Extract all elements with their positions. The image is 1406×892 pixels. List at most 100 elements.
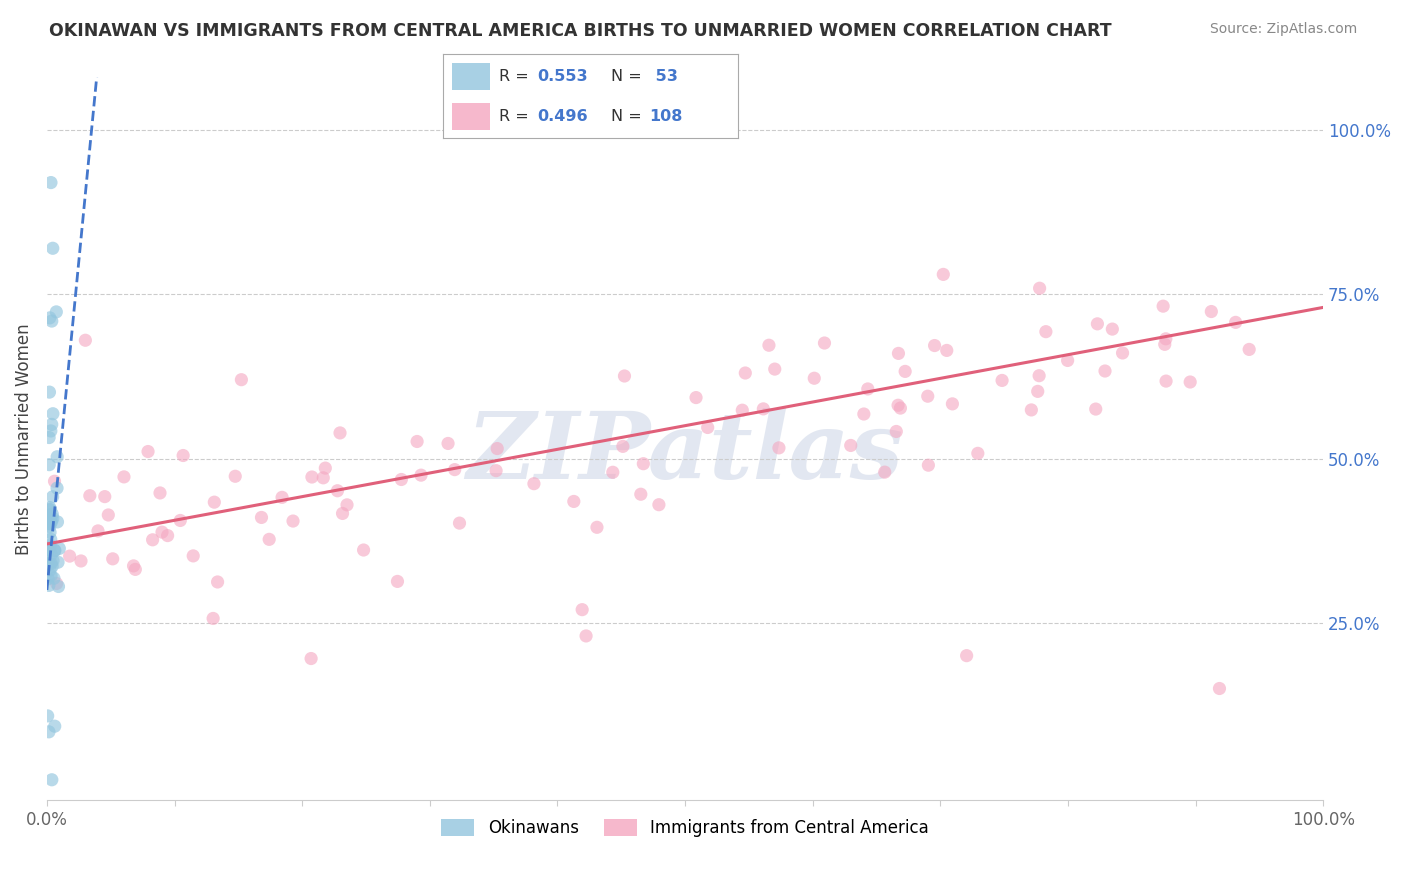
Point [1152, 299, 1174, 313]
Point [112, 470, 135, 484]
Point [281, 514, 304, 528]
Point [884, 425, 907, 439]
Point [633, 457, 655, 471]
Point [41, 559, 63, 574]
Text: R =: R = [499, 69, 534, 84]
Point [41, 772, 63, 787]
Point [44, 475, 66, 489]
Point [485, 464, 508, 478]
Point [42, 241, 65, 255]
Bar [451, 62, 491, 90]
Point [38, 516, 60, 531]
Point [172, 449, 194, 463]
Point [612, 439, 634, 453]
Point [648, 498, 671, 512]
Text: 53: 53 [650, 69, 678, 84]
Point [1237, 343, 1260, 357]
Point [39, 563, 62, 577]
Point [630, 487, 652, 501]
Point [1035, 325, 1057, 339]
Point [38, 519, 60, 533]
Point [42, 553, 65, 567]
Point [486, 442, 509, 456]
Point [38, 724, 60, 739]
Point [41, 417, 63, 432]
Point [571, 602, 593, 616]
Point [37, 544, 59, 558]
Point [1056, 353, 1078, 368]
Point [271, 491, 294, 505]
Point [202, 611, 225, 625]
Point [449, 516, 471, 530]
Point [956, 648, 979, 663]
Point [312, 471, 335, 485]
Point [523, 476, 546, 491]
Point [44, 543, 66, 558]
Point [142, 533, 165, 547]
Text: N =: N = [612, 109, 647, 124]
Point [48, 541, 70, 556]
Point [46, 555, 69, 569]
Point [169, 513, 191, 527]
Point [731, 403, 754, 417]
Point [443, 462, 465, 476]
Text: Source: ZipAtlas.com: Source: ZipAtlas.com [1209, 22, 1357, 37]
Point [917, 458, 939, 473]
Point [1225, 315, 1247, 329]
Point [1028, 281, 1050, 295]
Point [79, 489, 101, 503]
Point [202, 495, 225, 509]
Point [1087, 317, 1109, 331]
Point [336, 498, 359, 512]
Point [329, 425, 352, 440]
Point [917, 389, 939, 403]
Point [1153, 337, 1175, 351]
Point [752, 401, 775, 416]
Point [38, 516, 60, 531]
Point [839, 438, 862, 452]
Point [37, 709, 59, 723]
Point [966, 446, 988, 460]
Y-axis label: Births to Unmarried Women: Births to Unmarried Women [15, 323, 32, 555]
Point [586, 520, 609, 534]
Point [685, 391, 707, 405]
Point [1101, 322, 1123, 336]
Point [97, 508, 120, 522]
Point [37, 510, 59, 524]
Text: OKINAWAN VS IMMIGRANTS FROM CENTRAL AMERICA BIRTHS TO UNMARRIED WOMEN CORRELATIO: OKINAWAN VS IMMIGRANTS FROM CENTRAL AMER… [49, 22, 1112, 40]
Point [37, 572, 59, 586]
Point [38, 502, 60, 516]
Point [889, 401, 911, 415]
Point [39, 548, 62, 562]
Point [59, 549, 82, 563]
Point [231, 373, 253, 387]
Point [387, 574, 409, 589]
Point [734, 366, 756, 380]
Point [39, 538, 62, 552]
Point [856, 382, 879, 396]
Point [1028, 368, 1050, 383]
Point [41, 507, 63, 521]
Point [941, 397, 963, 411]
Point [406, 434, 429, 449]
Point [150, 525, 173, 540]
Point [41, 515, 63, 529]
Point [70, 554, 93, 568]
Point [1021, 403, 1043, 417]
Point [46, 481, 69, 495]
Point [894, 364, 917, 378]
Legend: Okinawans, Immigrants from Central America: Okinawans, Immigrants from Central Ameri… [434, 813, 936, 844]
Point [39, 515, 62, 529]
Point [696, 420, 718, 434]
Point [758, 338, 780, 352]
Point [39, 176, 62, 190]
Point [39, 502, 62, 516]
Point [575, 629, 598, 643]
Point [991, 373, 1014, 387]
Point [301, 470, 323, 484]
Point [38, 458, 60, 472]
Point [932, 268, 955, 282]
Point [45, 576, 67, 591]
Point [38, 542, 60, 557]
Point [935, 343, 957, 358]
